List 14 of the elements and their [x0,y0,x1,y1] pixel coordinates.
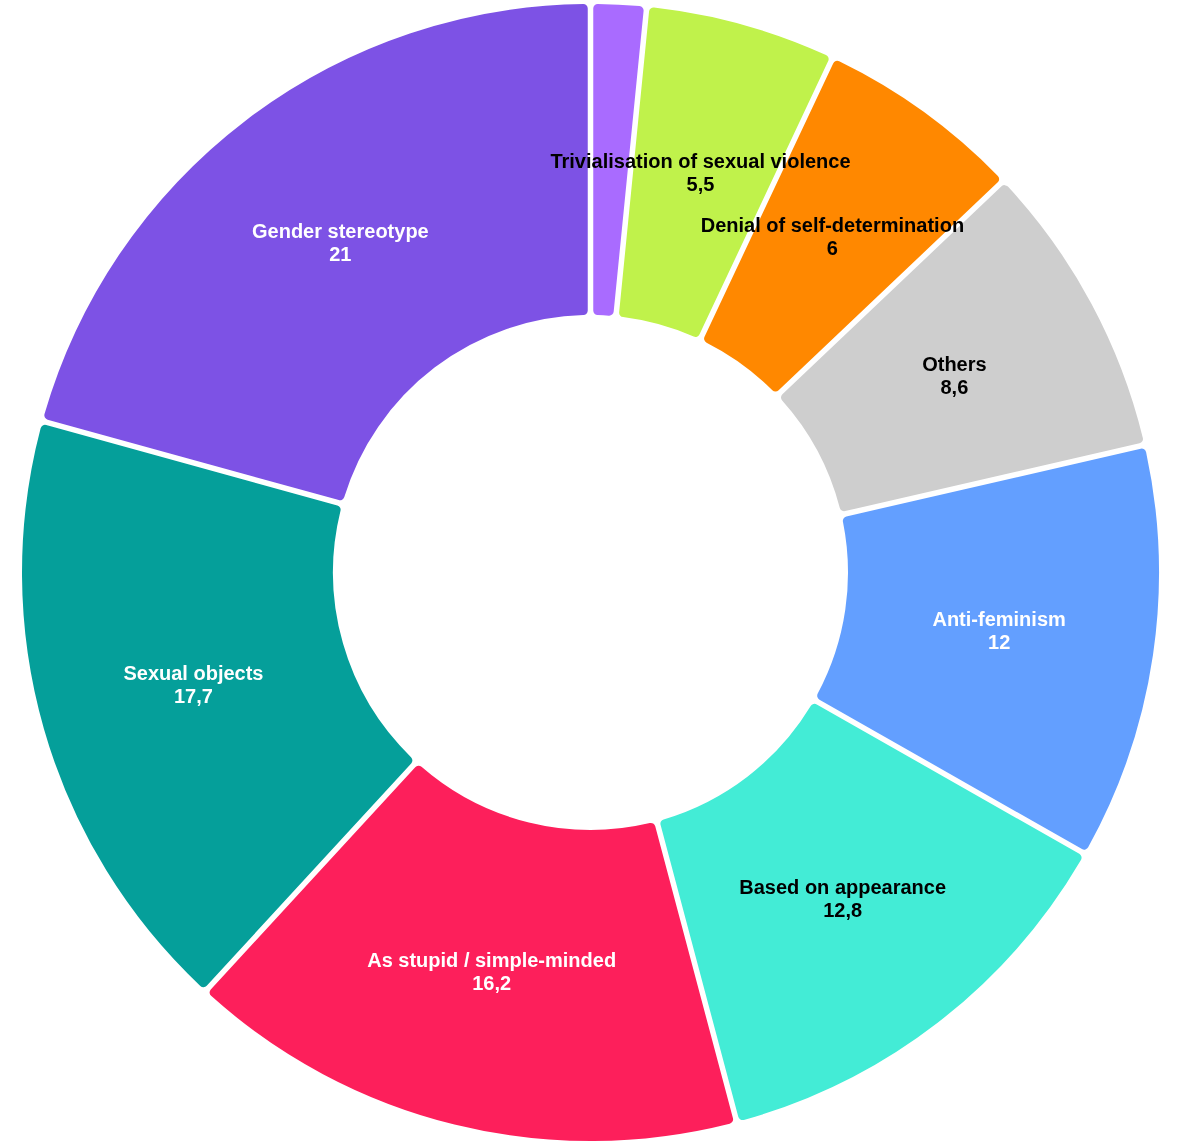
data-label: 21 [329,242,352,265]
slice-label: Others [922,353,987,376]
slice-label: Sexual objects [123,662,264,685]
data-label: 6 [826,236,838,259]
data-label: 8,6 [940,376,969,399]
slice-label: Anti-feminism [932,608,1066,631]
data-label: 12,8 [823,898,863,921]
data-label: 12 [988,631,1011,654]
slice-label: Gender stereotype [251,219,429,242]
slice-label: As stupid / simple-minded [367,949,617,972]
data-label: 16,2 [472,972,512,995]
data-label: 5,5 [686,173,715,196]
data-label: 17,7 [173,685,213,708]
slice-label: Based on appearance [739,875,947,898]
